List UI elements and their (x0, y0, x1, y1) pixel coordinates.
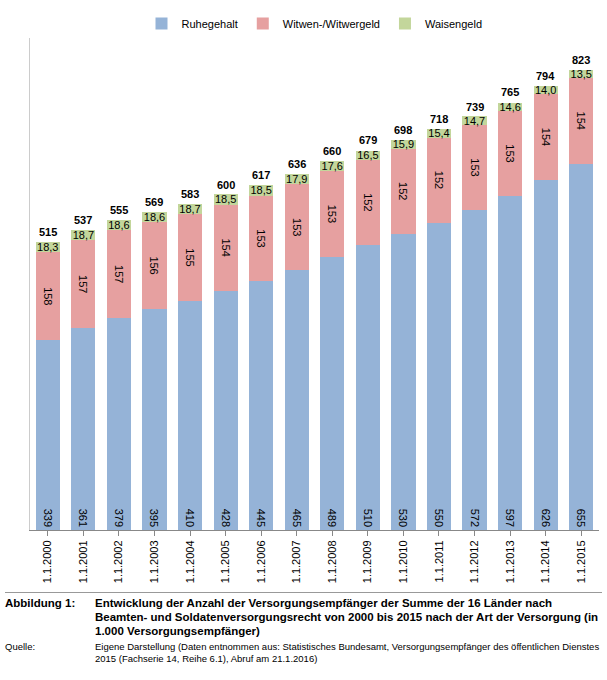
svg-text:537: 537 (74, 214, 92, 226)
svg-text:153: 153 (504, 144, 516, 162)
svg-text:18,3: 18,3 (37, 241, 58, 253)
svg-text:152: 152 (397, 182, 409, 200)
svg-text:794: 794 (536, 70, 555, 82)
svg-text:14,0: 14,0 (535, 84, 556, 96)
svg-text:152: 152 (433, 171, 445, 189)
svg-text:18,6: 18,6 (108, 219, 129, 231)
svg-text:153: 153 (469, 158, 481, 176)
svg-text:410: 410 (184, 509, 196, 527)
svg-text:154: 154 (540, 128, 552, 146)
svg-text:153: 153 (291, 218, 303, 236)
svg-text:158: 158 (42, 287, 54, 305)
svg-text:572: 572 (469, 509, 481, 527)
svg-text:155: 155 (184, 248, 196, 266)
svg-text:765: 765 (501, 86, 519, 98)
svg-text:636: 636 (288, 158, 306, 170)
svg-text:1.1.2003: 1.1.2003 (148, 540, 160, 583)
svg-text:1.1.2009: 1.1.2009 (361, 540, 373, 583)
svg-text:698: 698 (394, 124, 412, 136)
svg-text:154: 154 (575, 112, 587, 130)
svg-text:15,4: 15,4 (428, 127, 449, 139)
svg-text:1.1.2010: 1.1.2010 (397, 540, 409, 583)
svg-text:1.1.2014: 1.1.2014 (539, 540, 551, 583)
html-text:Eigene Darstellung (Daten entn: Eigene Darstellung (Daten entnommen aus:… (95, 641, 600, 664)
svg-text:153: 153 (255, 229, 267, 247)
svg-text:1.1.2011: 1.1.2011 (433, 540, 445, 582)
svg-text:1.1.2007: 1.1.2007 (290, 540, 302, 583)
svg-text:555: 555 (110, 204, 128, 216)
svg-text:583: 583 (181, 188, 199, 200)
svg-text:152: 152 (362, 193, 374, 211)
svg-text:1.1.2012: 1.1.2012 (468, 540, 480, 583)
svg-text:Waisengeld: Waisengeld (425, 18, 482, 30)
svg-text:395: 395 (148, 509, 160, 527)
html-text:Abbildung 1:: Abbildung 1: (5, 597, 76, 609)
svg-text:1.1.2001: 1.1.2001 (77, 540, 89, 583)
svg-text:18,5: 18,5 (215, 193, 236, 205)
svg-text:1.1.2015: 1.1.2015 (575, 540, 587, 583)
svg-text:600: 600 (217, 179, 235, 191)
svg-text:739: 739 (466, 101, 484, 113)
svg-text:655: 655 (575, 509, 587, 527)
svg-text:157: 157 (113, 265, 125, 283)
svg-text:617: 617 (252, 169, 270, 181)
svg-text:489: 489 (326, 509, 338, 527)
svg-text:16,5: 16,5 (357, 149, 378, 161)
svg-text:361: 361 (77, 509, 89, 527)
svg-text:13,5: 13,5 (571, 68, 592, 80)
svg-text:154: 154 (220, 238, 232, 256)
svg-text:445: 445 (255, 509, 267, 527)
svg-text:530: 530 (397, 509, 409, 527)
svg-text:515: 515 (39, 226, 57, 238)
svg-text:18,7: 18,7 (73, 229, 94, 241)
svg-text:660: 660 (323, 145, 341, 157)
html-text:Quelle:: Quelle: (5, 641, 36, 652)
svg-text:18,7: 18,7 (179, 203, 200, 215)
svg-text:1.1.2004: 1.1.2004 (184, 540, 196, 583)
svg-text:510: 510 (362, 509, 374, 527)
svg-text:18,6: 18,6 (144, 211, 165, 223)
svg-text:597: 597 (504, 509, 516, 527)
svg-text:823: 823 (572, 54, 590, 66)
svg-text:626: 626 (540, 509, 552, 527)
html-text:Entwicklung der Anzahl der Ver: Entwicklung der Anzahl der Versorgungsem… (95, 597, 599, 637)
svg-text:1.1.2005: 1.1.2005 (219, 540, 231, 583)
svg-text:1.1.2002: 1.1.2002 (112, 540, 124, 583)
svg-text:379: 379 (113, 509, 125, 527)
svg-text:17,6: 17,6 (322, 160, 343, 172)
svg-text:550: 550 (433, 509, 445, 527)
svg-text:Witwen-/Witwergeld: Witwen-/Witwergeld (283, 18, 380, 30)
svg-text:569: 569 (145, 196, 163, 208)
svg-text:1.1.2000: 1.1.2000 (41, 540, 53, 583)
svg-text:428: 428 (220, 509, 232, 527)
svg-text:718: 718 (430, 113, 448, 125)
svg-text:153: 153 (326, 205, 338, 223)
svg-text:156: 156 (148, 256, 160, 274)
svg-text:17,9: 17,9 (286, 173, 307, 185)
svg-text:679: 679 (359, 134, 377, 146)
svg-text:14,6: 14,6 (499, 101, 520, 113)
svg-text:14,7: 14,7 (464, 115, 485, 127)
svg-text:339: 339 (42, 509, 54, 527)
svg-text:Ruhegehalt: Ruhegehalt (182, 18, 238, 30)
svg-text:15,9: 15,9 (393, 138, 414, 150)
svg-text:1.1.2008: 1.1.2008 (326, 540, 338, 583)
svg-text:1.1.2006: 1.1.2006 (255, 540, 267, 583)
svg-text:18,5: 18,5 (250, 184, 271, 196)
svg-text:157: 157 (77, 275, 89, 293)
svg-text:1.1.2013: 1.1.2013 (504, 540, 516, 583)
svg-text:465: 465 (291, 509, 303, 527)
